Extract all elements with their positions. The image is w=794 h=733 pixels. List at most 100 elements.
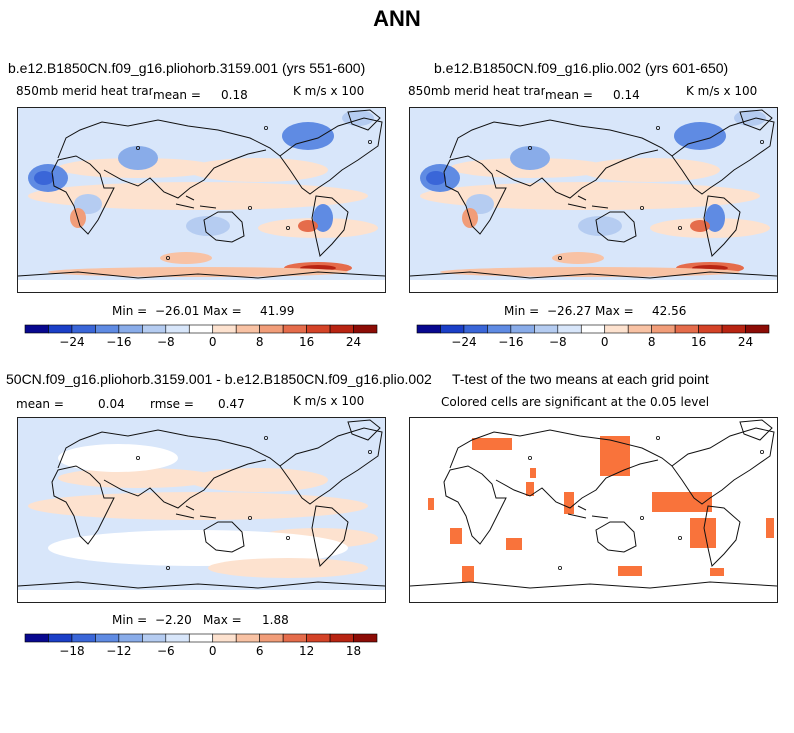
coastline	[671, 427, 775, 505]
field-patch	[690, 220, 710, 232]
colorbar-tick-label: 18	[346, 644, 361, 658]
coastline	[671, 117, 775, 195]
colorbar-tick-label: 12	[299, 644, 314, 658]
colorbar-tick-label: 0	[209, 644, 217, 658]
field-patch	[188, 158, 328, 182]
significant-cell	[530, 468, 536, 478]
colorbar-swatch	[329, 633, 354, 643]
colorbar-tick-label: −16	[106, 335, 131, 349]
island	[165, 565, 170, 570]
field-patch	[426, 171, 446, 185]
field-patch	[58, 468, 218, 488]
coastline	[18, 581, 385, 589]
island	[263, 125, 268, 130]
field-patch	[58, 444, 178, 472]
main-title: ANN	[373, 6, 421, 31]
field-patch	[186, 216, 230, 236]
colorbar-swatch	[698, 324, 723, 334]
colorbar-swatch	[282, 324, 307, 334]
panel3-mean-label: mean =	[16, 397, 64, 411]
coastline	[739, 419, 773, 441]
colorbar-swatch	[24, 324, 49, 334]
colorbar-swatch	[416, 324, 441, 334]
coastline	[495, 459, 659, 509]
colorbar-swatch	[142, 633, 167, 643]
colorbar-swatch	[188, 324, 214, 334]
colorbar-swatch	[235, 324, 260, 334]
significant-cell	[766, 518, 774, 538]
panel1-min-value: −26.01	[155, 304, 200, 318]
field-patch	[580, 158, 720, 182]
field-patch	[34, 171, 54, 185]
panel1-min-label: Min =	[112, 304, 148, 318]
panel1-mean-value: 0.18	[221, 88, 248, 102]
island	[367, 450, 372, 455]
colorbar-swatch	[48, 633, 73, 643]
panel3-rmse-value: 0.47	[218, 397, 245, 411]
panel4-subtitle: Colored cells are significant at the 0.0…	[441, 395, 710, 409]
coastline	[279, 427, 383, 505]
colorbar-swatch	[745, 324, 770, 334]
island	[136, 146, 141, 151]
colorbar-tick-label: 24	[346, 335, 361, 349]
colorbar-tick-label: −24	[59, 335, 84, 349]
field-patch	[552, 252, 604, 264]
colorbar-tick-label: 8	[256, 335, 264, 349]
panel2-max-value: 42.56	[652, 304, 687, 318]
coastline	[57, 429, 281, 469]
island	[528, 456, 533, 461]
colorbar-tick-label: −18	[59, 644, 84, 658]
polar-mask	[18, 590, 385, 602]
colorbar-swatch	[259, 633, 284, 643]
panel2-colorbar-svg: −24 −16 −8 0 8 16 24	[416, 324, 770, 349]
significant-cell	[462, 566, 474, 582]
panel1-field	[18, 108, 385, 292]
panel3-mean-value: 0.04	[98, 397, 125, 411]
panel1-title: b.e12.B1850CN.f09_g16.pliohorb.3159.001 …	[8, 60, 366, 76]
island	[247, 206, 252, 211]
colorbar-swatch	[95, 324, 120, 334]
colorbar-tick-label: 8	[648, 335, 656, 349]
panel3-min-value: −2.20	[155, 613, 192, 627]
colorbar-swatch	[71, 324, 96, 334]
island	[285, 536, 290, 541]
significant-cell	[618, 566, 642, 576]
colorbar-tick-label: 16	[299, 335, 314, 349]
coastline	[103, 149, 267, 199]
coastline	[443, 465, 507, 545]
panel2-colorbar: −24 −16 −8 0 8 16 24	[416, 324, 770, 351]
panel1-units: K m/s x 100	[293, 84, 365, 98]
colorbar-swatch	[71, 633, 96, 643]
coastline	[347, 109, 381, 131]
coastline	[18, 271, 385, 279]
colorbar-swatch	[235, 633, 260, 643]
panel3-min-label: Min =	[112, 613, 148, 627]
panel3-colorbar: −18 −12 −6 0 6 12 18	[24, 633, 378, 660]
panel2-variable-label: 850mb merid heat transp	[408, 84, 563, 98]
colorbar-tick-label: −8	[157, 335, 175, 349]
coastline	[57, 119, 281, 159]
colorbar-tick-label: 24	[738, 335, 753, 349]
island	[759, 140, 764, 145]
colorbar-swatch	[259, 324, 284, 334]
coastline	[703, 505, 741, 567]
colorbar-swatch	[95, 633, 120, 643]
coastline	[311, 505, 349, 567]
island	[136, 456, 141, 461]
island	[165, 255, 170, 260]
island	[677, 226, 682, 231]
coastline	[410, 581, 777, 589]
coastline	[347, 419, 381, 441]
colorbar-tick-label: 0	[601, 335, 609, 349]
island	[263, 435, 268, 440]
colorbar-swatch	[627, 324, 652, 334]
coastline	[279, 117, 383, 195]
field-patch	[705, 204, 725, 232]
coastline	[449, 119, 673, 159]
field-patch	[48, 267, 348, 277]
field-patch	[118, 146, 158, 170]
panel1-max-label: Max =	[203, 304, 242, 318]
island	[639, 516, 644, 521]
panel4-title: T-test of the two means at each grid poi…	[452, 371, 709, 387]
island	[285, 226, 290, 231]
